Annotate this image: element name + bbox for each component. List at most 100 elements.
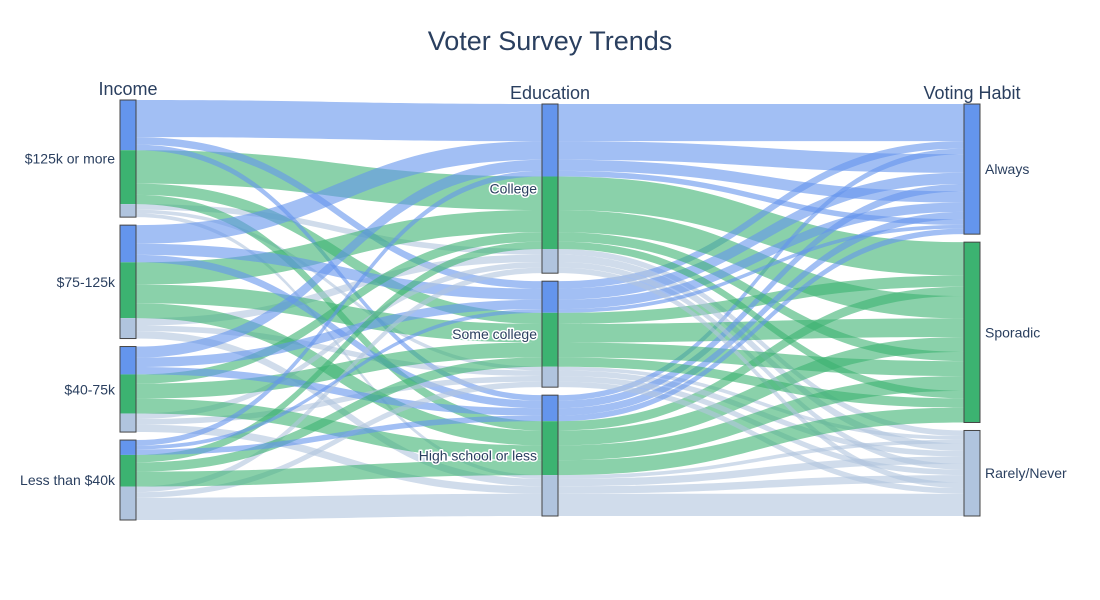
bar-segment-college-always xyxy=(542,104,558,177)
category-labels: $125k or more $75-125k $40-75k Less than $4… xyxy=(20,151,1067,488)
bar-segment-125k-or-more-rarely-never xyxy=(120,204,136,218)
category-bar-high-school-or-less[interactable] xyxy=(541,394,559,517)
bar-segment-75-125k-always xyxy=(120,225,136,263)
bar-segment-high-school-or-less-rarely-never xyxy=(542,475,558,516)
bar-segment-75-125k-sporadic xyxy=(120,262,136,319)
category-bars xyxy=(119,99,981,521)
ribbon-some-college-to-rarely-never-rarely-never xyxy=(558,376,964,476)
ribbon-75-125k-to-college-rarely-never xyxy=(136,254,542,326)
ribbon-college-to-rarely-never-rarely-never xyxy=(558,249,964,437)
ribbon-high-school-or-less-to-rarely-never-rarely-never xyxy=(558,439,964,479)
ribbon-75-125k-to-some-college-sporadic xyxy=(136,284,542,343)
ribbon-some-college-to-always-always xyxy=(558,202,964,310)
category-bar-some-college[interactable] xyxy=(541,280,559,388)
ribbon-less-than-40k-to-some-college-always xyxy=(136,309,542,450)
ribbon-125k-or-more-to-high-school-or-less-rarely-never xyxy=(136,213,542,479)
bar-segment-less-than-40k-sporadic xyxy=(120,454,136,487)
category-bar-rarely-never[interactable] xyxy=(963,429,981,517)
ribbon-75-125k-to-some-college-always xyxy=(136,243,542,300)
ribbon-college-to-always-always xyxy=(558,170,964,225)
category-label-rarely-never: Rarely/Never xyxy=(985,465,1067,481)
ribbon-40-75k-to-some-college-sporadic xyxy=(136,342,542,399)
ribbon-less-than-40k-to-high-school-or-less-rarely-never xyxy=(136,493,542,520)
ribbon-40-75k-to-high-school-or-less-always xyxy=(136,366,542,416)
category-bar-40-75k[interactable] xyxy=(119,346,137,433)
ribbon-high-school-or-less-to-always-always xyxy=(558,211,964,416)
bar-segment-75-125k-rarely-never xyxy=(120,318,136,339)
ribbon-40-75k-to-college-always xyxy=(136,159,542,358)
bar-segment-high-school-or-less-sporadic xyxy=(542,421,558,476)
bar-segment-high-school-or-less-always xyxy=(542,395,558,422)
category-label-125k-or-more: $125k or more xyxy=(25,151,115,167)
bar-segment-40-75k-sporadic xyxy=(120,374,136,414)
ribbon-college-to-always-always xyxy=(558,104,964,142)
ribbon-75-125k-to-high-school-or-less-rarely-never xyxy=(136,331,542,487)
category-bar-125k-or-more[interactable] xyxy=(119,99,137,218)
bar-segment-less-than-40k-always xyxy=(120,440,136,455)
ribbon-less-than-40k-to-some-college-rarely-never xyxy=(136,381,542,498)
category-label-some-college: Some college xyxy=(452,326,537,342)
ribbon-some-college-to-always-always xyxy=(558,141,964,289)
ribbon-40-75k-to-high-school-or-less-rarely-never xyxy=(136,424,542,494)
bar-segment-125k-or-more-always xyxy=(120,100,136,151)
category-bar-less-than-40k[interactable] xyxy=(119,439,137,521)
ribbon-125k-or-more-to-some-college-always xyxy=(136,137,542,289)
ribbons-income-education xyxy=(136,100,542,520)
bar-segment-sporadic-sporadic xyxy=(964,242,980,423)
ribbon-less-than-40k-to-high-school-or-less-sporadic xyxy=(136,460,542,487)
ribbon-college-to-sporadic-sporadic xyxy=(558,232,964,362)
category-label-less-than-40k: Less than $40k xyxy=(20,472,116,488)
ribbon-40-75k-to-some-college-rarely-never xyxy=(136,376,542,425)
category-bar-college[interactable] xyxy=(541,103,559,274)
ribbon-75-125k-to-college-always xyxy=(136,141,542,244)
ribbon-some-college-to-always-always xyxy=(558,224,964,313)
bar-segment-less-than-40k-rarely-never xyxy=(120,486,136,520)
ribbon-125k-or-more-to-college-always xyxy=(136,100,542,142)
category-bar-always[interactable] xyxy=(963,103,981,235)
bar-segment-some-college-sporadic xyxy=(542,312,558,367)
dimension-title-education: Education xyxy=(510,83,590,103)
ribbon-less-than-40k-to-college-sporadic xyxy=(136,241,542,463)
ribbon-high-school-or-less-to-always-always xyxy=(558,228,964,422)
category-bar-75-125k[interactable] xyxy=(119,224,137,340)
ribbon-some-college-to-sporadic-sporadic xyxy=(558,342,964,376)
ribbon-125k-or-more-to-college-sporadic xyxy=(136,150,542,210)
category-label-75-125k: $75-125k xyxy=(57,274,116,290)
ribbon-some-college-to-always-always xyxy=(558,172,964,300)
bar-segment-40-75k-always xyxy=(120,346,136,375)
ribbon-40-75k-to-some-college-always xyxy=(136,299,542,367)
ribbon-some-college-to-rarely-never-rarely-never xyxy=(558,366,964,440)
ribbon-college-to-sporadic-sporadic xyxy=(558,241,964,399)
dimension-title-voting-habit: Voting Habit xyxy=(923,83,1020,103)
ribbon-college-to-rarely-never-rarely-never xyxy=(558,267,964,489)
bar-segment-40-75k-rarely-never xyxy=(120,413,136,433)
category-label-sporadic: Sporadic xyxy=(985,324,1040,340)
ribbon-some-college-to-sporadic-sporadic xyxy=(558,357,964,408)
ribbon-some-college-to-sporadic-sporadic xyxy=(558,318,964,343)
category-label-college: College xyxy=(490,181,538,197)
ribbon-75-125k-to-college-sporadic xyxy=(136,209,542,285)
bar-segment-125k-or-more-sporadic xyxy=(120,150,136,205)
bar-segment-some-college-rarely-never xyxy=(542,366,558,388)
chart-title: Voter Survey Trends xyxy=(428,26,673,56)
ribbon-high-school-or-less-to-sporadic-sporadic xyxy=(558,407,964,476)
ribbon-college-to-sporadic-sporadic xyxy=(558,209,964,319)
ribbon-less-than-40k-to-college-always xyxy=(136,170,542,446)
ribbon-college-to-always-always xyxy=(558,141,964,173)
ribbon-high-school-or-less-to-rarely-never-rarely-never xyxy=(558,493,964,516)
ribbon-less-than-40k-to-high-school-or-less-always xyxy=(136,415,542,455)
bar-segment-college-sporadic xyxy=(542,176,558,250)
bar-segment-some-college-always xyxy=(542,281,558,313)
bar-segment-always-always xyxy=(964,104,980,235)
bar-segment-rarely-never-rarely-never xyxy=(964,430,980,516)
ribbon-less-than-40k-to-some-college-sporadic xyxy=(136,357,542,472)
ribbon-125k-or-more-to-college-rarely-never xyxy=(136,204,542,255)
bar-segment-college-rarely-never xyxy=(542,249,558,274)
category-label-always: Always xyxy=(985,161,1029,177)
dimension-title-income: Income xyxy=(98,79,157,99)
ribbon-high-school-or-less-to-sporadic-sporadic xyxy=(558,336,964,446)
ribbon-40-75k-to-college-rarely-never xyxy=(136,262,542,420)
category-bar-sporadic[interactable] xyxy=(963,241,981,423)
category-label-40-75k: $40-75k xyxy=(64,381,116,397)
